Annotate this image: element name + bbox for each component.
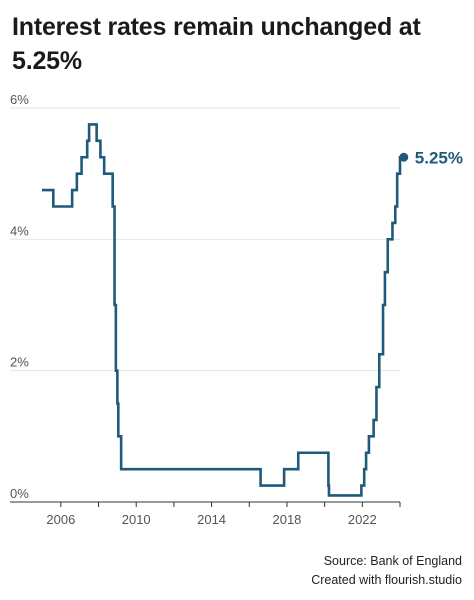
- series-line: [42, 123, 404, 497]
- gridlines: [10, 107, 400, 372]
- x-tick-label: 2018: [272, 512, 301, 527]
- x-axis: 2006 2010 2014 2018 2022: [10, 501, 401, 527]
- end-value-label: 5.25%: [415, 148, 463, 167]
- x-tick-label: 2014: [197, 512, 226, 527]
- x-tick-label: 2010: [122, 512, 151, 527]
- end-point-marker: [399, 152, 409, 162]
- y-tick-label: 6%: [10, 92, 29, 107]
- y-axis-ticks: 0% 2% 4% 6%: [10, 92, 29, 501]
- series-layer: [42, 123, 404, 497]
- x-tick-label: 2006: [46, 512, 75, 527]
- y-tick-label: 0%: [10, 486, 29, 501]
- end-marker-layer: 5.25%: [399, 148, 463, 167]
- chart-footer: Source: Bank of England Created with flo…: [311, 552, 462, 590]
- y-tick-label: 2%: [10, 355, 29, 370]
- source-note: Source: Bank of England: [323, 554, 462, 568]
- chart-title: Interest rates remain unchanged at 5.25%: [12, 13, 421, 75]
- x-tick-label: 2022: [348, 512, 377, 527]
- credit-note: Created with flourish.studio: [311, 573, 462, 587]
- y-tick-label: 4%: [10, 223, 29, 238]
